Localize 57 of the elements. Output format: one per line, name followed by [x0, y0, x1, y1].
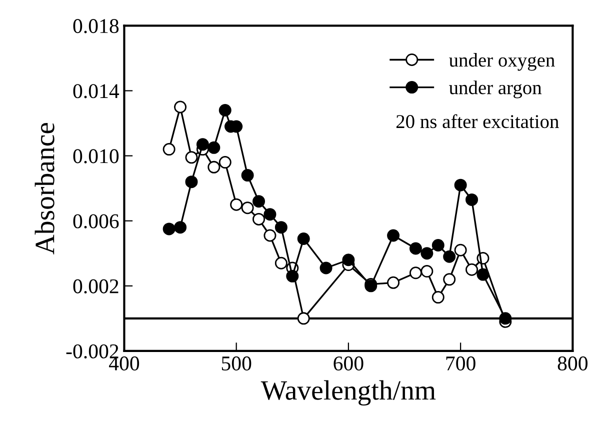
- point: [499, 312, 512, 325]
- point: [342, 254, 355, 266]
- y-axis-title: Absorbance: [34, 122, 54, 254]
- y-tick-label: 0.018: [73, 19, 119, 34]
- point: [162, 143, 176, 156]
- point: [218, 104, 232, 117]
- y-tick-label: 0.006: [73, 214, 119, 228]
- x-axis-title: Wavelength/nm: [260, 380, 436, 406]
- point: [387, 229, 400, 242]
- legend-label: under argon: [449, 80, 542, 98]
- point: [286, 270, 299, 282]
- point: [230, 198, 243, 211]
- point: [443, 250, 456, 263]
- point: [174, 221, 187, 234]
- x-tick-label: 600: [334, 356, 364, 370]
- y-tick-label: 0.002: [73, 279, 118, 294]
- point: [241, 169, 254, 182]
- x-tick-label: 800: [558, 356, 588, 370]
- point: [432, 291, 444, 304]
- annotation: 20 ns after excitation: [396, 114, 559, 128]
- y-tick-label: 0.014: [73, 84, 120, 98]
- point: [420, 265, 434, 278]
- point: [432, 238, 444, 252]
- x-tick-label: 500: [222, 356, 252, 370]
- point: [264, 208, 276, 221]
- point: [252, 195, 266, 208]
- point: [320, 262, 332, 274]
- point: [409, 266, 422, 280]
- point: [185, 151, 198, 164]
- point: [466, 263, 478, 276]
- point: [466, 193, 478, 206]
- point: [454, 244, 467, 256]
- point: [476, 268, 490, 281]
- y-tick-label: -0.002: [66, 344, 118, 358]
- point: [420, 247, 434, 260]
- point: [297, 312, 310, 325]
- point: [208, 141, 220, 154]
- point: [387, 276, 400, 289]
- x-tick-label: 700: [446, 356, 476, 370]
- point: [162, 222, 176, 236]
- point: [297, 232, 310, 245]
- x-tick-label: 400: [109, 356, 140, 370]
- point: [274, 256, 288, 270]
- point: [454, 178, 467, 192]
- point: [185, 176, 198, 188]
- point: [274, 221, 288, 234]
- point: [443, 273, 456, 286]
- point: [241, 202, 254, 214]
- point: [174, 100, 187, 114]
- point: [208, 160, 220, 174]
- point: [218, 156, 232, 169]
- point: [196, 138, 209, 151]
- point: [252, 212, 266, 226]
- y-tick-label: 0.010: [73, 149, 119, 164]
- point: [264, 229, 276, 242]
- point: [409, 242, 422, 255]
- legend-label: under oxygen: [449, 53, 555, 71]
